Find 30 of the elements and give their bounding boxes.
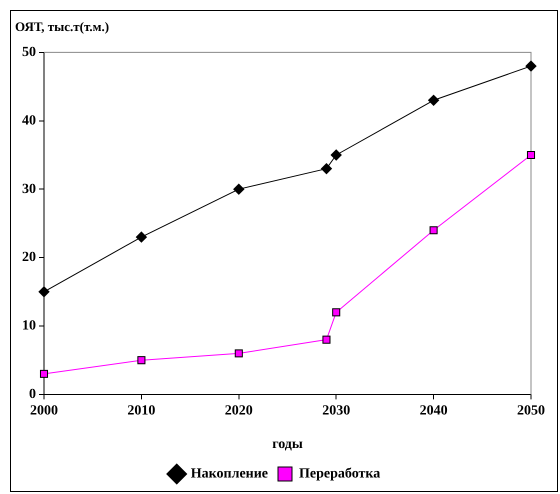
x-tick-label: 2050 <box>517 403 545 418</box>
point <box>38 286 50 298</box>
point <box>332 308 340 316</box>
y-tick-label: 40 <box>22 113 36 128</box>
point <box>320 163 332 174</box>
point <box>136 232 147 243</box>
x-tick-label: 2030 <box>322 403 350 418</box>
x-tick-label: 2020 <box>224 403 253 418</box>
x-tick-label: 2040 <box>420 403 448 418</box>
point <box>233 184 244 195</box>
x-tick-label: 2000 <box>30 403 58 418</box>
legend-label: Накопление <box>190 466 268 482</box>
y-tick-label: 30 <box>22 182 36 197</box>
point <box>428 94 440 106</box>
point <box>430 226 438 234</box>
y-tick-label: 10 <box>22 318 36 334</box>
y-tick-label: 20 <box>22 250 36 266</box>
point <box>137 356 146 364</box>
legend-label: Переработка <box>299 466 380 482</box>
y-axis-title: ОЯТ, тыс.т(т.м.) <box>15 19 110 35</box>
point <box>330 150 342 160</box>
x-axis-title: годы <box>272 437 303 452</box>
point <box>40 370 48 378</box>
point <box>234 349 243 358</box>
x-tick-label: 2010 <box>127 403 156 418</box>
y-tick-label: 50 <box>22 45 36 60</box>
point <box>322 336 330 344</box>
point <box>526 150 536 160</box>
y-tick-label: 0 <box>29 387 36 402</box>
point <box>526 60 536 72</box>
